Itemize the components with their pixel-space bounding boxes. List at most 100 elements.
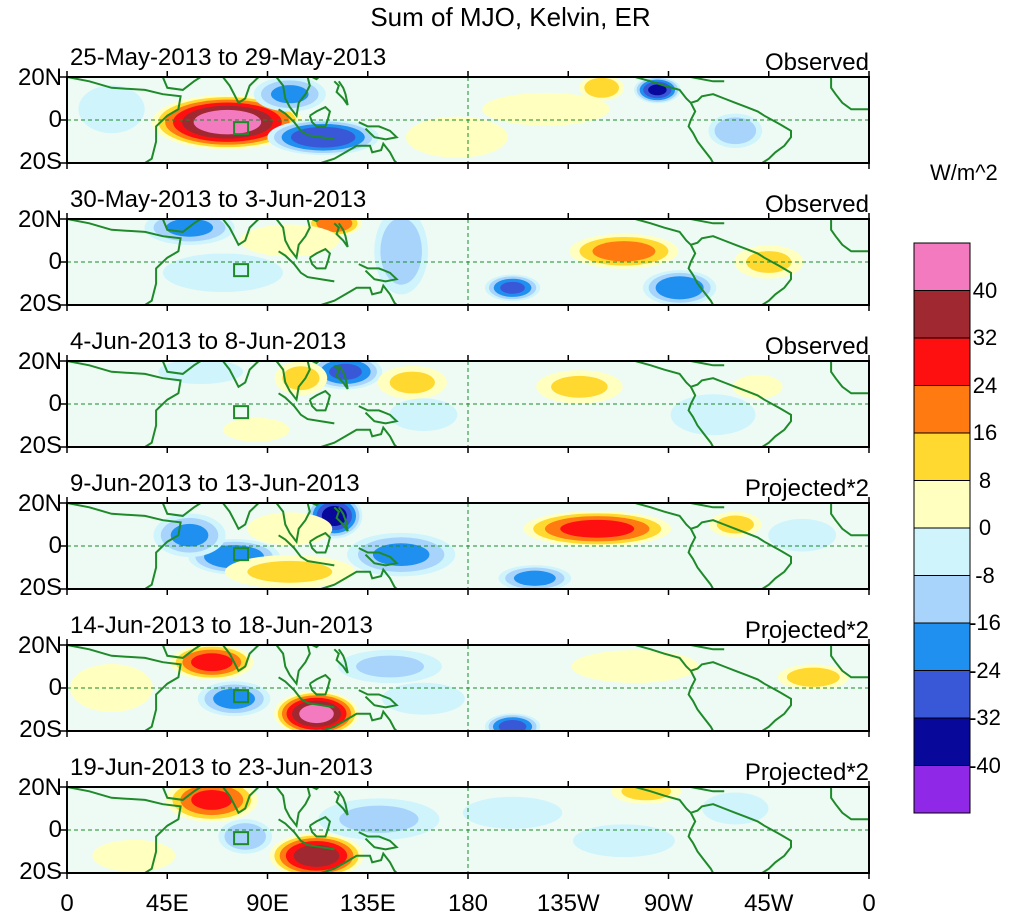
x-tick-label: 180 — [447, 890, 489, 917]
colorbar-swatch — [913, 480, 971, 529]
panel-type-label: Observed — [764, 49, 869, 76]
region-box — [233, 689, 250, 704]
coastline — [275, 503, 311, 545]
colorbar-tick-label: -8 — [975, 562, 995, 588]
anomaly-5 — [569, 233, 679, 269]
colorbar-swatch — [913, 765, 971, 814]
anomaly-4 — [240, 224, 340, 257]
coastline — [222, 787, 260, 815]
coastline — [688, 503, 725, 509]
y-tick-label: 20N — [17, 64, 62, 91]
chart-title: Sum of MJO, Kelvin, ER — [370, 2, 651, 32]
coastline — [308, 531, 332, 554]
anomaly-5 — [611, 787, 682, 804]
coastline — [67, 787, 182, 873]
panel-type-label: Projected*2 — [744, 759, 869, 786]
anomaly-3 — [253, 77, 326, 112]
colorbar-swatch — [913, 575, 971, 624]
y-tick-label: 0 — [48, 106, 62, 133]
colorbar-swatch — [913, 337, 971, 386]
colorbar-tick-label: -24 — [969, 657, 1001, 683]
coastline — [687, 670, 714, 731]
colorbar-tick-label: 40 — [972, 277, 998, 303]
map-panel-1 — [60, 71, 870, 169]
region-box — [233, 547, 250, 562]
panel-date-label: 25-May-2013 to 29-May-2013 — [70, 44, 387, 71]
map-panel-2 — [60, 213, 870, 311]
anomaly-6 — [484, 713, 541, 731]
x-tick-label: 45E — [145, 890, 189, 917]
coastline — [688, 645, 725, 651]
coastline — [278, 534, 335, 567]
anomaly-8 — [777, 664, 849, 691]
coastline — [222, 645, 260, 673]
anomaly-1 — [269, 833, 364, 873]
anomaly-4 — [318, 798, 440, 841]
coastline — [161, 787, 202, 801]
coastline — [308, 105, 332, 128]
colorbar-swatch — [913, 432, 971, 481]
x-tick-label: 90E — [246, 890, 289, 917]
coastline — [308, 247, 332, 270]
coastline — [320, 567, 398, 589]
colorbar-tick-label: 32 — [972, 325, 998, 350]
anomaly-5 — [482, 92, 610, 126]
colorbar-tick-label: -16 — [969, 610, 1001, 635]
panel-type-label: Projected*2 — [744, 475, 869, 502]
anomaly-7 — [223, 417, 290, 442]
coastline — [687, 812, 714, 873]
coastline — [687, 386, 714, 447]
map-panel-3 — [60, 355, 870, 453]
anomaly-7 — [484, 274, 541, 302]
y-tick-label: 0 — [48, 390, 62, 417]
panel-date-label: 30-May-2013 to 3-Jun-2013 — [70, 186, 367, 213]
anomaly-6 — [634, 77, 681, 104]
coastline — [67, 645, 182, 731]
coastline — [278, 818, 335, 851]
coastline — [278, 108, 335, 141]
anomaly-2 — [523, 510, 672, 547]
coastline — [830, 645, 869, 679]
colorbar-tick-label: 8 — [978, 467, 992, 493]
panel-date-label: 4-Jun-2013 to 8-Jun-2013 — [70, 328, 347, 355]
coastline — [161, 77, 202, 91]
anomaly-5 — [347, 532, 456, 577]
x-tick-label: 0 — [862, 890, 876, 917]
coastline — [634, 503, 792, 589]
anomaly-7 — [462, 796, 563, 829]
anomaly-8 — [670, 394, 756, 436]
coastline — [67, 503, 182, 589]
coastline — [634, 219, 792, 305]
anomaly-5 — [389, 398, 458, 432]
coastline — [275, 787, 311, 829]
panel-date-label: 9-Jun-2013 to 13-Jun-2013 — [70, 470, 360, 497]
coastline — [308, 673, 332, 696]
coastline — [634, 645, 792, 731]
anomaly-6 — [573, 824, 675, 858]
colorbar-tick-label: -32 — [969, 705, 1001, 730]
colorbar-swatch — [913, 527, 971, 576]
anomaly-8 — [708, 113, 763, 149]
colorbar-swatch — [913, 670, 971, 719]
y-tick-label: 20N — [17, 632, 62, 659]
coastline — [830, 787, 869, 821]
anomaly-3 — [377, 365, 447, 400]
anomaly-8 — [92, 839, 176, 872]
colorbar-tick-label: -40 — [969, 752, 1001, 778]
panel-type-label: Observed — [764, 333, 869, 360]
coastline — [358, 689, 399, 709]
anomaly-2 — [274, 361, 328, 396]
y-tick-label: 20N — [17, 348, 62, 375]
coastline — [634, 361, 792, 447]
coastline — [688, 77, 725, 83]
coastline — [688, 361, 725, 367]
y-tick-label: 20S — [19, 148, 62, 175]
region-box — [233, 121, 250, 136]
colorbar-tick-label: 0 — [978, 515, 992, 540]
coastline — [161, 361, 202, 375]
anomaly-9 — [702, 792, 769, 825]
colorbar-swatch — [913, 290, 971, 339]
colorbar-unit: W/m^2 — [930, 160, 998, 185]
colorbar-swatch — [913, 717, 971, 766]
